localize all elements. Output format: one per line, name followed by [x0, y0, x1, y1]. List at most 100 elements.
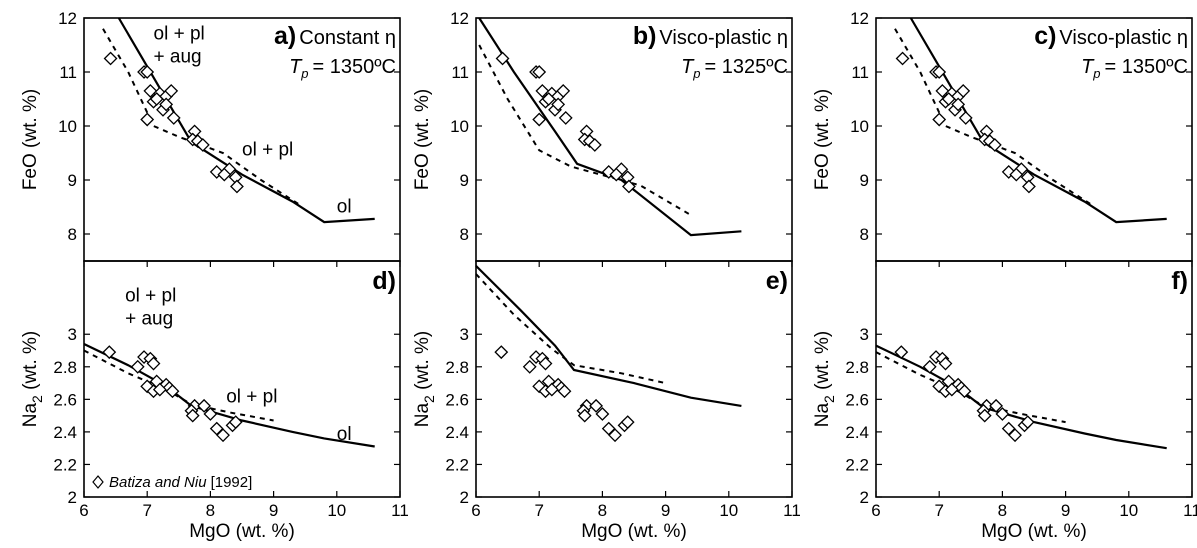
data-point-diamond	[557, 384, 572, 399]
y-tick-label: 11	[59, 63, 77, 82]
x-tick-label: 10	[327, 501, 346, 520]
y-tick-label: 2.8	[445, 358, 469, 377]
panel-title-text: Visco-plastic η	[659, 27, 788, 49]
y-axis-label: Na2 (wt. %)	[812, 331, 837, 427]
data-point-diamond	[941, 92, 956, 106]
data-point-diamond	[195, 137, 210, 152]
y-label-part: Na	[412, 403, 433, 428]
data-point-diamond	[609, 167, 624, 182]
legend-label: Batiza and Niu [1992]	[109, 474, 252, 491]
y-tick-label: 2.8	[53, 358, 77, 377]
data-point-diamond	[956, 83, 971, 98]
data-point-diamond	[932, 65, 947, 79]
phase-annotation: ol + pl	[226, 387, 277, 408]
data-point-diamond	[185, 408, 200, 423]
x-tick-label: 7	[934, 501, 943, 520]
y-tick-label: 12	[850, 9, 869, 28]
panel-title-text: Constant η	[299, 27, 396, 49]
tp-value: = 1350ºC	[1105, 56, 1188, 78]
data-point-diamond	[895, 51, 910, 66]
data-point-diamond	[951, 97, 966, 112]
y-tick-label: 3	[460, 325, 469, 344]
data-point-diamond	[228, 415, 243, 430]
data-point-diamond	[217, 167, 232, 182]
data-point-diamond	[551, 97, 566, 112]
data-point-diamond	[595, 407, 610, 421]
x-tick-label: 11	[783, 501, 801, 520]
data-point-diamond	[608, 428, 622, 443]
data-point-diamond	[203, 407, 218, 421]
data-point-diamond	[1009, 167, 1024, 182]
data-point-diamond	[532, 65, 547, 79]
panel-title: c) Visco-plastic η	[1034, 22, 1188, 50]
tp-subscript: p	[1092, 66, 1100, 81]
x-tick-label: 8	[998, 501, 1007, 520]
panel-label: f)	[1171, 267, 1188, 295]
x-tick-label: 8	[206, 501, 215, 520]
data-point-diamond	[230, 179, 244, 194]
y-label-subscript: 2	[421, 395, 437, 403]
y-tick-label: 10	[450, 117, 469, 136]
x-axis-label: MgO (wt. %)	[581, 521, 687, 542]
legend-reference: [1992]	[211, 474, 253, 491]
y-tick-label: 3	[68, 325, 77, 344]
model-curve-solid	[875, 344, 1167, 450]
phase-annotation: ol + pl	[154, 24, 205, 45]
y-label-part: (wt. %)	[20, 331, 41, 395]
y-tick-label: 2.6	[445, 390, 469, 409]
data-point-diamond	[922, 359, 937, 374]
panel-title: b) Visco-plastic η	[633, 22, 788, 50]
data-point-diamond	[152, 382, 167, 397]
data-point-diamond	[159, 97, 174, 112]
y-axis-label: FeO (wt. %)	[20, 89, 41, 190]
data-point-diamond	[149, 92, 164, 106]
panel-label: b)	[633, 22, 657, 50]
mantle-temperature-label: Tp = 1350ºC	[1081, 56, 1188, 81]
data-point-diamond	[938, 356, 953, 371]
data-point-diamond	[944, 382, 959, 397]
y-label-subscript: 2	[29, 395, 45, 403]
data-point-diamond	[495, 51, 510, 66]
y-tick-label: 2	[460, 488, 469, 507]
y-label-part: (wt. %)	[412, 331, 433, 395]
data-point-diamond	[932, 112, 947, 127]
panel-label: a)	[274, 22, 296, 50]
data-point-diamond	[140, 112, 155, 127]
panel-a: 8 9 10 11 12 FeO (wt. %) a) Constant η Tp = 1350º…	[20, 9, 401, 262]
y-label-subscript: 2	[821, 395, 837, 403]
x-tick-label: 6	[871, 501, 880, 520]
data-point-diamond	[197, 398, 211, 413]
panel-label: c)	[1034, 22, 1056, 50]
legend-marker-diamond	[92, 475, 104, 489]
data-point-diamond	[538, 356, 553, 371]
data-point-diamond	[558, 110, 573, 125]
y-tick-label: 9	[860, 171, 869, 190]
phase-annotation: + aug	[154, 46, 202, 67]
y-label-part: (wt. %)	[812, 331, 833, 395]
x-tick-label: 7	[534, 501, 543, 520]
x-tick-label: 9	[661, 501, 670, 520]
tp-symbol: T	[681, 56, 695, 78]
model-curve-dashed	[894, 28, 1092, 206]
data-point-diamond	[522, 359, 537, 374]
model-curve-dashed	[102, 28, 300, 206]
tp-value: = 1350ºC	[313, 56, 396, 78]
y-tick-label: 8	[68, 225, 77, 244]
y-tick-label: 2.8	[845, 358, 869, 377]
data-point-diamond	[995, 407, 1010, 421]
data-point-diamond	[977, 408, 992, 423]
x-tick-label: 11	[391, 501, 409, 520]
model-curve-dashed	[83, 349, 274, 422]
tp-symbol: T	[289, 56, 303, 78]
panel-c: 8 9 10 11 12 FeO (wt. %) c) Visco-plastic η Tp = …	[812, 9, 1193, 262]
panel-frame	[875, 17, 1193, 262]
x-tick-label: 11	[1183, 501, 1197, 520]
panel-label: e)	[766, 267, 788, 295]
mantle-temperature-label: Tp = 1350ºC	[289, 56, 396, 81]
data-point-diamond	[1020, 415, 1035, 430]
data-point-diamond	[532, 112, 547, 127]
panel-title-text: Visco-plastic η	[1059, 27, 1188, 49]
model-curve-dashed	[478, 44, 692, 216]
